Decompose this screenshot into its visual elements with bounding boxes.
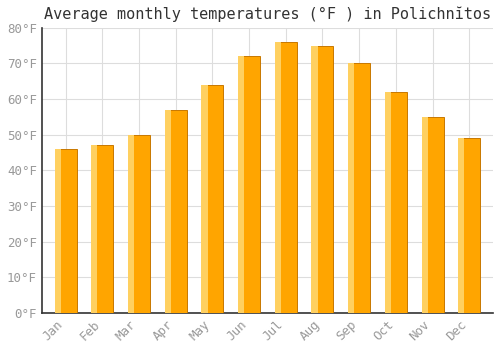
Bar [312, 46, 334, 313]
Bar [422, 117, 444, 313]
Bar [312, 46, 318, 313]
Bar [348, 63, 354, 313]
Bar [238, 56, 244, 313]
Bar [202, 85, 224, 313]
Bar [422, 117, 428, 313]
Bar [202, 85, 207, 313]
Bar [54, 149, 61, 313]
Bar [385, 92, 407, 313]
Bar [92, 146, 98, 313]
Bar [275, 42, 281, 313]
Bar [458, 138, 464, 313]
Bar [348, 63, 370, 313]
Bar [128, 135, 150, 313]
Bar [164, 110, 171, 313]
Bar [128, 135, 134, 313]
Bar [458, 138, 480, 313]
Title: Average monthly temperatures (°F ) in Polichnĭtos: Average monthly temperatures (°F ) in Po… [44, 7, 491, 22]
Bar [92, 146, 114, 313]
Bar [385, 92, 391, 313]
Bar [275, 42, 297, 313]
Bar [164, 110, 186, 313]
Bar [238, 56, 260, 313]
Bar [54, 149, 76, 313]
